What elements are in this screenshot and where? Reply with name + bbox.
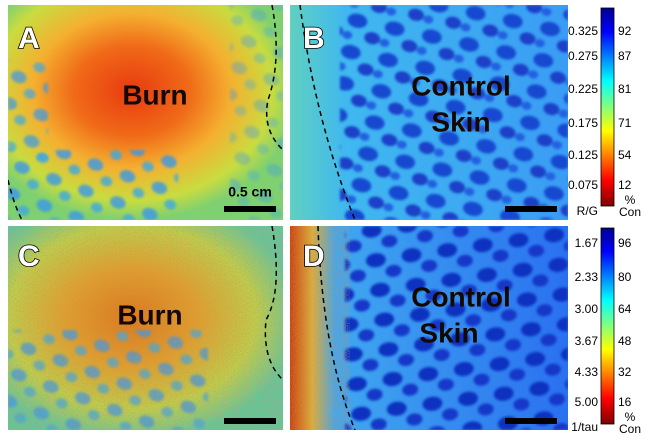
colorbar xyxy=(601,228,614,424)
panel-text: Skin xyxy=(419,317,478,348)
colorbar-tick-label: 12 xyxy=(618,178,632,192)
panel-label: B xyxy=(303,22,325,55)
panel-text: Burn xyxy=(122,79,187,110)
image-region xyxy=(224,418,276,424)
figure: A B C D Burn Control Skin Burn Control S… xyxy=(0,0,649,435)
panel-text: Control xyxy=(411,281,511,312)
colorbar-tick-label: 92 xyxy=(618,24,632,38)
colorbar-tick-label: 0.225 xyxy=(568,82,598,96)
colorbar-tick-label: 2.33 xyxy=(575,270,599,284)
image-region xyxy=(8,150,178,220)
panel-text: Burn xyxy=(117,299,182,330)
colorbar-tick-label: 87 xyxy=(618,49,632,63)
colorbar-tick-label: 0.125 xyxy=(568,148,598,162)
panel-label: A xyxy=(18,22,40,55)
colorbar xyxy=(601,8,614,206)
colorbar-tick-label: 0.175 xyxy=(568,116,598,130)
colorbar-tick-label: 80 xyxy=(618,270,632,284)
colorbar-unit: Con xyxy=(619,205,641,219)
colorbar-tick-label: 71 xyxy=(618,116,632,130)
panel-b-image xyxy=(290,5,568,220)
page: {"panels": [ {"label": "A", "text": ["Bu… xyxy=(0,0,649,435)
image-region xyxy=(505,206,557,212)
scale-bar-label: 0.5 cm xyxy=(228,184,272,200)
image-region xyxy=(505,418,557,424)
colorbar-tick-label: 4.33 xyxy=(575,365,599,379)
colorbar-unit: 1/tau xyxy=(571,420,598,434)
colorbar-unit: R/G xyxy=(577,204,598,218)
panel-label: D xyxy=(303,240,325,273)
colorbar-tick-label: 32 xyxy=(618,365,632,379)
colorbar-tick-label: 3.00 xyxy=(575,302,599,316)
colorbar-tick-label: 16 xyxy=(618,395,632,409)
colorbar-tick-label: 3.67 xyxy=(575,334,599,348)
colorbar-tick-label: 54 xyxy=(618,148,632,162)
colorbar-tick-label: 81 xyxy=(618,82,632,96)
colorbar-tick-label: 0.075 xyxy=(568,178,598,192)
colorbar-tick-label: 1.67 xyxy=(575,236,599,250)
image-region xyxy=(8,60,48,160)
panel-text: Skin xyxy=(431,106,490,137)
colorbar-unit: Con xyxy=(619,422,641,435)
colorbar-tick-label: 5.00 xyxy=(575,395,599,409)
colorbar-tick-label: 48 xyxy=(618,334,632,348)
panel-text: Control xyxy=(411,70,511,101)
colorbar-tick-label: 96 xyxy=(618,236,632,250)
colorbar-tick-label: 64 xyxy=(618,302,632,316)
image-region xyxy=(224,206,276,212)
colorbar-tick-label: 0.325 xyxy=(568,24,598,38)
colorbar-tick-label: 0.275 xyxy=(568,49,598,63)
panel-label: C xyxy=(18,240,40,273)
